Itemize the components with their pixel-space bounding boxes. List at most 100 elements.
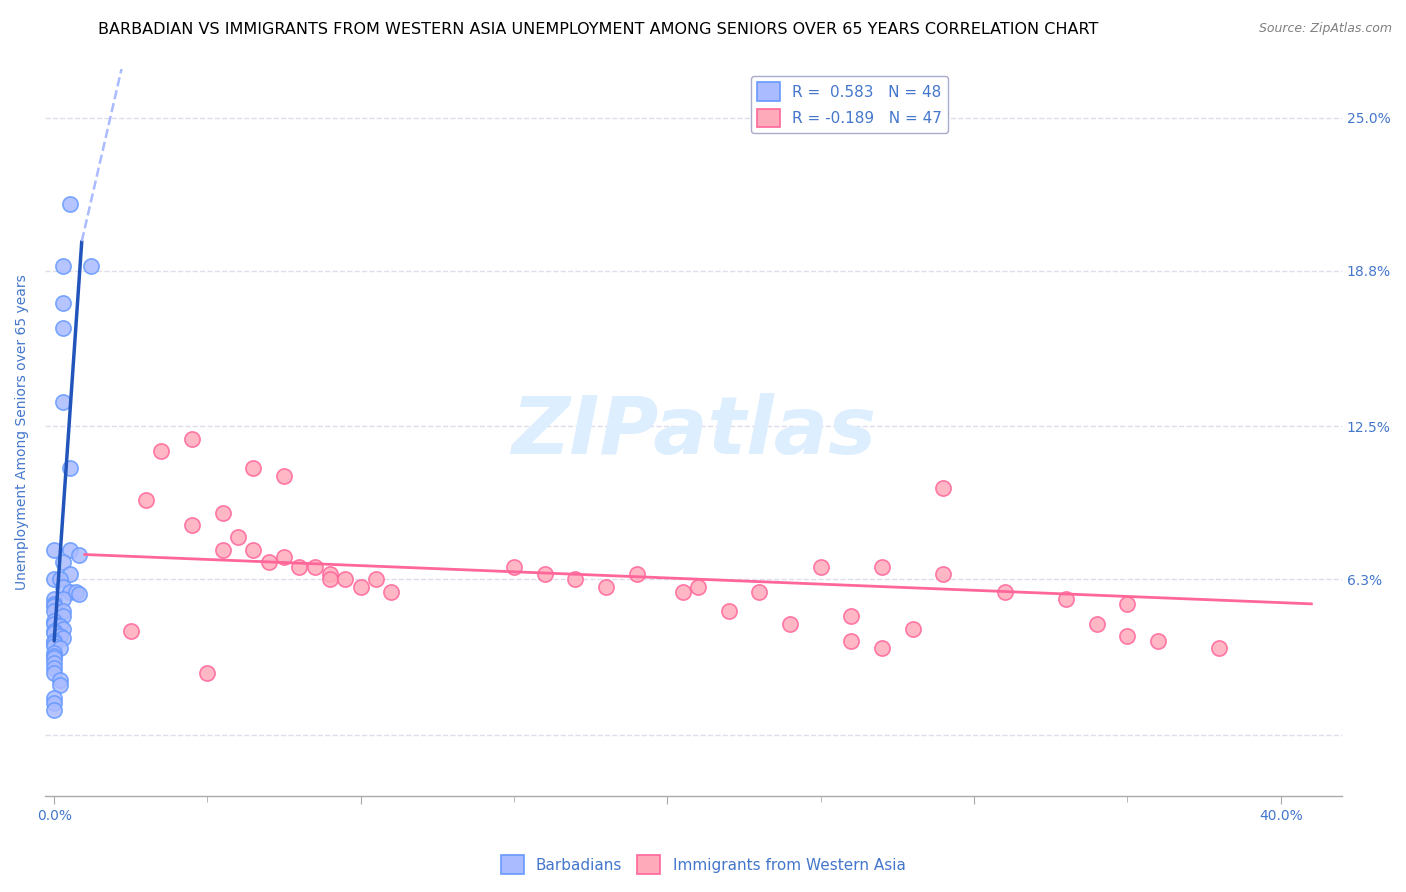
Point [44, 597, 66, 611]
Point [44, 646, 66, 660]
Point [304, 559, 326, 574]
Point [932, 567, 955, 582]
Point [932, 481, 955, 495]
Point [52, 591, 75, 606]
Point [49, 619, 72, 633]
Point [717, 604, 740, 618]
Y-axis label: Unemployment Among Seniors over 65 years: Unemployment Among Seniors over 65 years [15, 275, 30, 591]
Point [533, 567, 555, 582]
Point [1208, 641, 1230, 656]
Point [52, 320, 75, 334]
Point [994, 584, 1017, 599]
Point [52, 604, 75, 618]
Point [350, 580, 373, 594]
Point [1085, 616, 1108, 631]
Text: BARBADIAN VS IMMIGRANTS FROM WESTERN ASIA UNEMPLOYMENT AMONG SENIORS OVER 65 YEA: BARBADIAN VS IMMIGRANTS FROM WESTERN ASI… [98, 22, 1099, 37]
Point [44, 661, 66, 675]
Point [197, 665, 219, 680]
Point [44, 665, 66, 680]
Point [80, 259, 103, 273]
Point [44, 636, 66, 650]
Point [67, 548, 90, 562]
Point [52, 259, 75, 273]
Point [52, 609, 75, 624]
Point [65, 584, 87, 599]
Point [870, 559, 893, 574]
Text: ZIPatlas: ZIPatlas [510, 393, 876, 471]
Point [870, 641, 893, 656]
Point [1147, 633, 1170, 648]
Point [52, 580, 75, 594]
Point [380, 584, 402, 599]
Point [44, 690, 66, 705]
Point [49, 673, 72, 688]
Point [58, 567, 80, 582]
Point [49, 572, 72, 586]
Point [242, 461, 264, 475]
Point [67, 587, 90, 601]
Point [841, 609, 863, 624]
Point [135, 493, 157, 508]
Point [58, 197, 80, 211]
Point [49, 629, 72, 643]
Point [810, 559, 832, 574]
Point [273, 549, 295, 564]
Point [335, 572, 357, 586]
Point [58, 461, 80, 475]
Point [242, 542, 264, 557]
Point [52, 622, 75, 636]
Point [366, 572, 388, 586]
Point [257, 555, 280, 569]
Point [1116, 597, 1139, 611]
Point [626, 567, 648, 582]
Point [503, 559, 526, 574]
Point [49, 678, 72, 692]
Point [52, 555, 75, 569]
Point [319, 572, 342, 586]
Point [44, 624, 66, 638]
Point [748, 584, 770, 599]
Point [44, 648, 66, 663]
Point [44, 651, 66, 665]
Point [226, 530, 249, 544]
Point [52, 632, 75, 646]
Point [1054, 591, 1077, 606]
Point [901, 622, 924, 636]
Point [58, 542, 80, 557]
Text: Source: ZipAtlas.com: Source: ZipAtlas.com [1258, 22, 1392, 36]
Point [44, 614, 66, 628]
Point [44, 639, 66, 653]
Point [288, 559, 311, 574]
Point [1116, 629, 1139, 643]
Point [44, 696, 66, 710]
Point [595, 580, 617, 594]
Point [44, 616, 66, 631]
Point [688, 580, 710, 594]
Point [181, 432, 204, 446]
Point [44, 572, 66, 586]
Point [150, 443, 173, 458]
Point [211, 506, 233, 520]
Point [779, 616, 801, 631]
Legend: Barbadians, Immigrants from Western Asia: Barbadians, Immigrants from Western Asia [495, 849, 911, 880]
Point [273, 468, 295, 483]
Point [44, 703, 66, 717]
Point [120, 624, 142, 638]
Point [181, 517, 204, 532]
Point [44, 656, 66, 670]
Point [44, 604, 66, 618]
Point [319, 567, 342, 582]
Point [44, 626, 66, 640]
Point [672, 584, 695, 599]
Legend: R =  0.583   N = 48, R = -0.189   N = 47: R = 0.583 N = 48, R = -0.189 N = 47 [751, 76, 948, 133]
Point [44, 542, 66, 557]
Point [58, 584, 80, 599]
Point [44, 591, 66, 606]
Point [44, 599, 66, 614]
Point [52, 296, 75, 310]
Point [52, 394, 75, 409]
Point [841, 633, 863, 648]
Point [564, 572, 586, 586]
Point [211, 542, 233, 557]
Point [49, 641, 72, 656]
